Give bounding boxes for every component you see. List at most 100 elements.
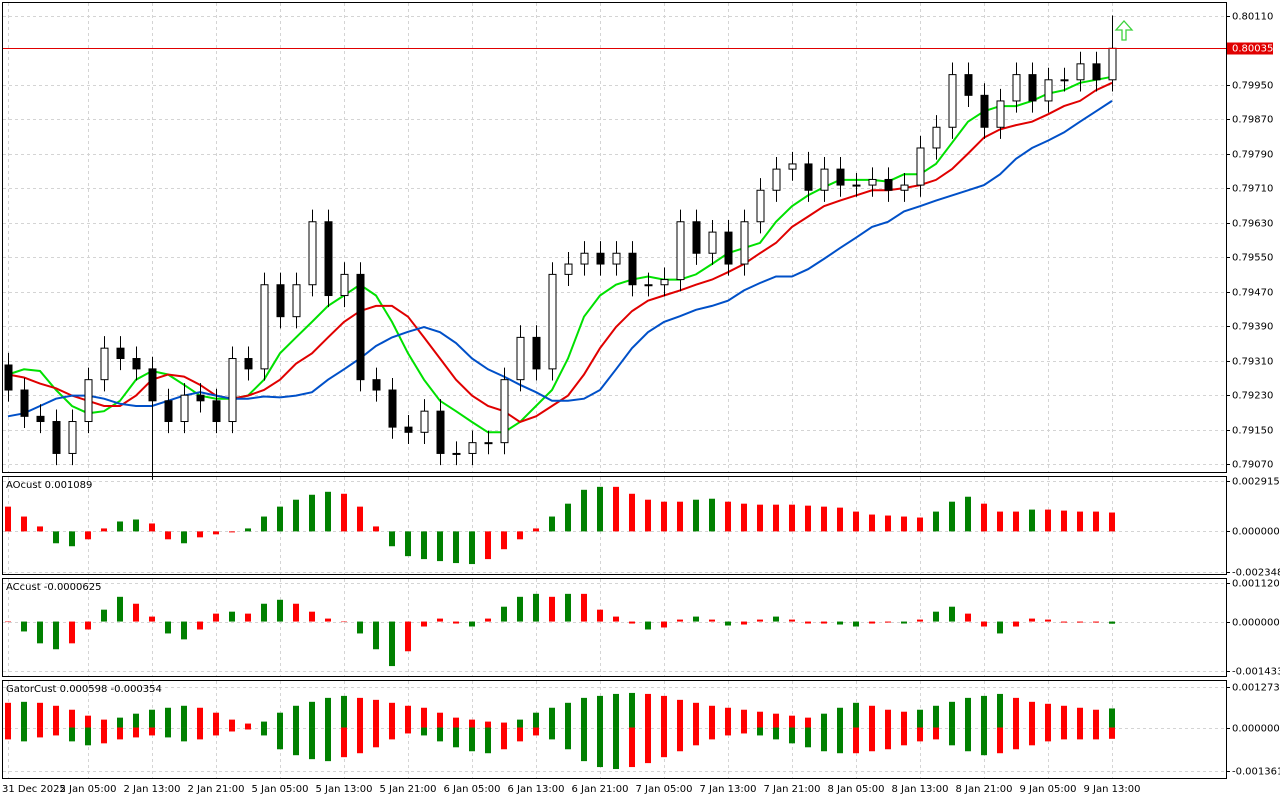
histogram-bar — [469, 621, 475, 627]
histogram-bar — [565, 727, 571, 750]
histogram-bar — [949, 606, 955, 622]
candle-body — [836, 168, 845, 186]
candle-body — [356, 273, 365, 381]
histogram-bar — [261, 603, 267, 622]
histogram-bar — [341, 621, 347, 623]
candle-body — [660, 279, 669, 286]
histogram-bar — [837, 621, 843, 625]
candle-body — [500, 379, 509, 444]
x-tick-label: 8 Jan 05:00 — [828, 784, 885, 795]
histogram-bar — [421, 621, 427, 627]
histogram-bar — [245, 528, 251, 532]
candle-body — [692, 221, 701, 254]
histogram-bar — [229, 531, 235, 533]
candle-body — [196, 394, 205, 402]
candle-body — [644, 284, 653, 287]
histogram-bar — [917, 619, 923, 622]
histogram-bar — [821, 506, 827, 532]
histogram-bar — [229, 727, 235, 732]
histogram-bar — [245, 723, 251, 728]
histogram-bar — [997, 727, 1003, 754]
histogram-bar — [85, 531, 91, 540]
histogram-bar — [357, 697, 363, 728]
histogram-bar — [181, 705, 187, 728]
histogram-bar — [581, 489, 587, 532]
histogram-bar — [837, 727, 843, 754]
histogram-bar — [725, 727, 731, 736]
y-tick-label: -0.001361 — [1232, 767, 1280, 778]
histogram-bar — [933, 727, 939, 740]
histogram-bar — [629, 621, 635, 624]
histogram-bar — [117, 727, 123, 740]
histogram-bar — [69, 621, 75, 644]
histogram-bar — [53, 621, 59, 650]
histogram-bar — [1013, 697, 1019, 728]
panel-title: GatorCust 0.000598 -0.000354 — [6, 684, 162, 695]
histogram-bar — [1029, 727, 1035, 746]
histogram-bar — [949, 501, 955, 532]
histogram-bar — [69, 727, 75, 742]
y-tick-label: -0.002348 — [1232, 568, 1280, 579]
histogram-bar — [357, 727, 363, 754]
frame-layer — [2, 2, 1227, 779]
histogram-bar — [693, 616, 699, 622]
candle-body — [52, 421, 61, 454]
histogram-bar — [149, 727, 155, 736]
histogram-bar — [581, 593, 587, 622]
candle-body — [852, 184, 861, 187]
histogram-bar — [901, 621, 907, 624]
histogram-bar — [85, 621, 91, 630]
candle-body — [1012, 74, 1021, 102]
histogram-bar — [773, 616, 779, 622]
candle-body — [676, 221, 685, 281]
candle-body — [468, 442, 477, 454]
histogram-bar — [389, 727, 395, 740]
histogram-bar — [133, 519, 139, 532]
histogram-bar — [85, 715, 91, 728]
histogram-bar — [101, 727, 107, 744]
y-tick-label: -0.0014336 — [1232, 667, 1280, 678]
histogram-bar — [1045, 619, 1051, 622]
histogram-bar — [837, 507, 843, 532]
candle-body — [180, 394, 189, 423]
histogram-bar — [693, 499, 699, 532]
histogram-bar — [133, 727, 139, 738]
histogram-bar — [501, 531, 507, 550]
histogram-bar — [613, 486, 619, 532]
histogram-bar — [869, 705, 875, 728]
histogram-bar — [901, 711, 907, 728]
candle-body — [740, 221, 749, 265]
histogram-bar — [261, 727, 267, 736]
histogram-bar — [181, 727, 187, 742]
x-tick-label: 7 Jan 05:00 — [636, 784, 693, 795]
candle-body — [612, 252, 621, 265]
histogram-bar — [53, 705, 59, 728]
histogram-bar — [1077, 707, 1083, 728]
histogram-bar — [85, 727, 91, 746]
histogram-bar — [293, 705, 299, 728]
histogram-bar — [5, 621, 11, 623]
panel-title: AOcust 0.001089 — [6, 480, 92, 491]
histogram-bar — [213, 712, 219, 728]
histogram-bar — [341, 493, 347, 532]
histogram-bar — [885, 515, 891, 532]
histogram-bar — [821, 621, 827, 624]
histogram-bar — [421, 531, 427, 560]
histogram-bar — [341, 727, 347, 758]
histogram-bar — [21, 701, 27, 728]
candle-body — [20, 389, 29, 417]
histogram-bar — [773, 727, 779, 740]
x-tick-label: 9 Jan 13:00 — [1084, 784, 1141, 795]
histogram-bar — [565, 702, 571, 728]
histogram-bar — [149, 616, 155, 622]
histogram-bar — [1045, 727, 1051, 742]
histogram-bar — [469, 727, 475, 752]
candle-body — [628, 252, 637, 286]
histogram-bar — [869, 727, 875, 752]
histogram-bar — [37, 526, 43, 532]
histogram-bar — [69, 709, 75, 728]
candle-body — [420, 410, 429, 433]
